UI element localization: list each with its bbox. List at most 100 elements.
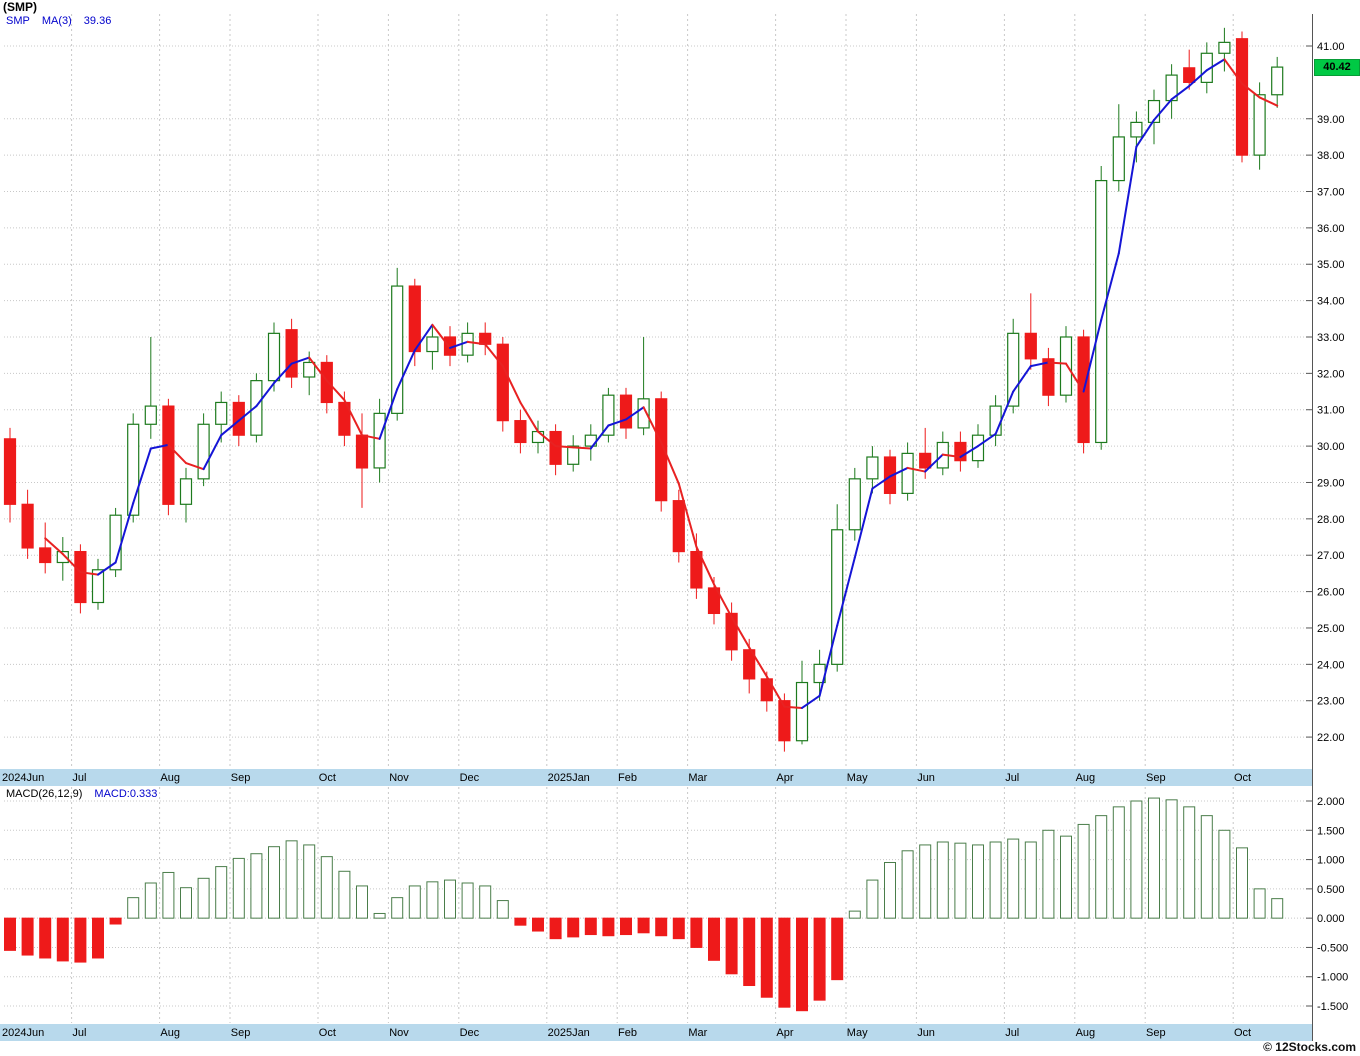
macd-bar <box>972 844 984 919</box>
candle-body <box>250 380 263 436</box>
macd-bar <box>162 871 175 919</box>
month-label: Jun <box>917 772 935 784</box>
macd-bar <box>901 850 914 919</box>
price-tick-label: 24.00 <box>1317 659 1345 671</box>
candle-body <box>285 329 298 378</box>
price-tick-label: 29.00 <box>1317 477 1345 489</box>
macd-bar <box>866 879 879 919</box>
macd-bar <box>444 879 456 919</box>
macd-bar <box>232 857 245 919</box>
candle-body <box>355 434 369 469</box>
macd-bar <box>144 882 157 919</box>
macd-bar <box>1271 898 1284 919</box>
macd-bar <box>496 900 509 919</box>
candle-body <box>707 587 721 615</box>
candle-body <box>179 478 193 505</box>
macd-bar <box>373 912 386 919</box>
month-labels: 2024Jun 2024Jun Jul Jul Aug Aug Sep Sep Oct Oct No… <box>2 772 1251 1039</box>
candle-body <box>215 401 228 425</box>
ma-legend-label: MA(3) <box>41 15 72 27</box>
macd-bar <box>1236 847 1248 919</box>
month-label: Nov <box>389 1027 409 1039</box>
macd-bar <box>1007 838 1020 919</box>
month-label: Jun <box>917 1027 935 1039</box>
price-tick-label: 25.00 <box>1317 623 1345 635</box>
macd-bar <box>584 917 597 936</box>
price-tick-label: 39.00 <box>1317 114 1345 126</box>
candle-body <box>514 420 527 444</box>
candle-body <box>74 550 87 604</box>
price-tick-label: 27.00 <box>1317 550 1345 562</box>
macd-bar <box>92 917 104 959</box>
month-label: Aug <box>160 1027 180 1039</box>
macd-bar <box>637 917 650 934</box>
candle-body <box>1007 332 1020 407</box>
macd-bar <box>1042 829 1055 919</box>
month-label: Apr <box>776 772 793 784</box>
macd-bar <box>778 917 791 1008</box>
macd-bar <box>74 917 87 963</box>
price-tick-label: 22.00 <box>1317 732 1345 744</box>
macd-bar <box>708 917 720 961</box>
macd-bar <box>532 917 544 932</box>
price-tick-label: 33.00 <box>1317 332 1345 344</box>
candle-body <box>373 412 386 469</box>
month-label: 2025Jan <box>548 1027 590 1039</box>
macd-bar <box>549 917 562 940</box>
macd-bar <box>936 841 949 919</box>
month-label: Sep <box>1146 1027 1166 1039</box>
last-price-badge: 40.42 <box>1314 59 1360 76</box>
candle-body <box>883 456 897 494</box>
price-tick-label: 37.00 <box>1317 186 1345 198</box>
macd-bar <box>109 917 122 925</box>
candle-body <box>1253 94 1266 156</box>
candle-body <box>338 401 351 436</box>
macd-bar <box>4 917 16 951</box>
candle-body <box>426 336 439 353</box>
macd-bar <box>919 844 932 919</box>
month-label: Feb <box>618 1027 637 1039</box>
candle-body <box>919 452 932 469</box>
candle-body <box>725 612 738 651</box>
macd-tick-label: 0.500 <box>1317 884 1345 896</box>
candle-body <box>619 394 633 429</box>
candle-body <box>971 434 985 462</box>
macd-bar <box>127 897 140 919</box>
price-tick-label: 41.00 <box>1317 41 1345 53</box>
month-label: Jul <box>72 772 86 784</box>
month-label: Feb <box>618 772 637 784</box>
ma-legend-value: 39.36 <box>83 15 112 27</box>
candle-body <box>320 361 333 404</box>
price-tick-label: 26.00 <box>1317 587 1345 599</box>
month-label: Nov <box>389 772 409 784</box>
month-label: 2024Jun <box>2 772 44 784</box>
candle-body <box>743 649 756 680</box>
macd-bar <box>408 885 421 919</box>
copyright-link[interactable]: © 12Stocks.com <box>1263 1040 1356 1054</box>
macd-bar <box>655 917 668 937</box>
x-axis-bands <box>0 769 1312 1041</box>
macd-bar <box>391 897 404 919</box>
page-title: (SMP) <box>3 0 37 14</box>
candle-body <box>1235 38 1249 156</box>
macd-bar <box>1183 806 1196 919</box>
candlesticks <box>3 27 1284 752</box>
candle-body <box>1042 358 1055 396</box>
candle-body <box>496 343 509 422</box>
macd-bar <box>250 853 263 919</box>
candle-body <box>461 332 474 356</box>
price-tick-label: 31.00 <box>1317 405 1345 417</box>
candle-body <box>531 430 545 444</box>
macd-bar <box>602 917 615 937</box>
candle-body <box>39 547 52 564</box>
macd-bar <box>989 841 1002 919</box>
price-tick-label: 34.00 <box>1317 296 1345 308</box>
candle-body <box>1183 67 1196 83</box>
candle-body <box>232 401 245 436</box>
price-tick-label: 38.00 <box>1317 150 1345 162</box>
macd-bar <box>725 917 738 975</box>
month-label: May <box>847 772 868 784</box>
candle-body <box>954 441 967 462</box>
candle-body <box>21 503 34 549</box>
